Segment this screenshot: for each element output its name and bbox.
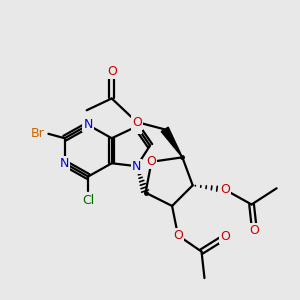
Text: Br: Br	[31, 127, 45, 140]
Text: O: O	[173, 229, 183, 242]
Text: O: O	[107, 65, 117, 79]
Text: N: N	[60, 157, 69, 170]
Text: N: N	[83, 118, 93, 131]
Text: O: O	[250, 224, 260, 238]
Polygon shape	[161, 127, 182, 158]
Text: Cl: Cl	[82, 194, 94, 207]
Text: O: O	[132, 116, 142, 128]
Text: N: N	[132, 160, 141, 173]
Text: N: N	[132, 120, 141, 133]
Text: O: O	[220, 230, 230, 243]
Text: O: O	[146, 155, 156, 168]
Text: O: O	[220, 183, 230, 196]
